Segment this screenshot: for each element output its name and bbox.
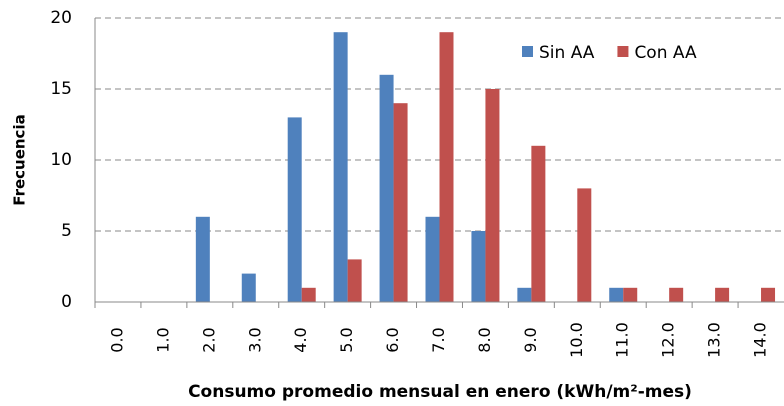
x-tick-label: 6.0 — [383, 327, 402, 352]
bar — [609, 287, 624, 302]
bar — [439, 32, 454, 302]
bar — [241, 273, 256, 302]
bar — [301, 287, 316, 302]
y-tick-label: 0 — [61, 292, 72, 312]
legend-label: Sin AA — [539, 43, 595, 63]
x-tick-label: 10.0 — [567, 322, 586, 358]
y-tick-label: 15 — [50, 79, 72, 99]
bar — [485, 89, 500, 302]
y-tick-label: 10 — [50, 150, 72, 170]
x-tick-label: 7.0 — [429, 327, 448, 352]
bar — [577, 188, 592, 302]
y-tick-label: 5 — [61, 221, 72, 241]
bar — [393, 103, 408, 302]
x-tick-label: 1.0 — [153, 327, 172, 352]
bar — [195, 216, 210, 302]
legend-label: Con AA — [634, 43, 697, 63]
x-tick-label: 4.0 — [291, 327, 310, 352]
legend-swatch — [617, 46, 629, 57]
bar — [333, 32, 348, 302]
x-tick-label: 13.0 — [705, 322, 724, 358]
y-axis-title: Frecuencia — [11, 114, 29, 205]
bar — [669, 287, 684, 302]
x-tick-label: 3.0 — [245, 327, 264, 352]
bar — [379, 74, 394, 302]
x-tick-label: 14.0 — [751, 322, 770, 358]
x-tick-label: 8.0 — [475, 327, 494, 352]
x-tick-label: 2.0 — [199, 327, 218, 352]
bar — [517, 287, 532, 302]
y-tick-label: 20 — [50, 8, 72, 28]
x-tick-label: 0.0 — [107, 327, 126, 352]
legend-swatch — [522, 46, 533, 57]
bar — [425, 216, 440, 302]
bar — [623, 287, 638, 302]
x-tick-label: 5.0 — [337, 327, 356, 352]
x-tick-label: 11.0 — [613, 322, 632, 358]
x-axis-title: Consumo promedio mensual en enero (kWh/m… — [188, 382, 692, 402]
bar — [531, 145, 546, 302]
bar — [471, 231, 486, 302]
bar — [715, 287, 730, 302]
bar — [287, 117, 302, 303]
bar — [347, 259, 362, 302]
x-tick-label: 12.0 — [659, 322, 678, 358]
bar — [761, 287, 776, 302]
x-tick-label: 9.0 — [521, 327, 540, 352]
